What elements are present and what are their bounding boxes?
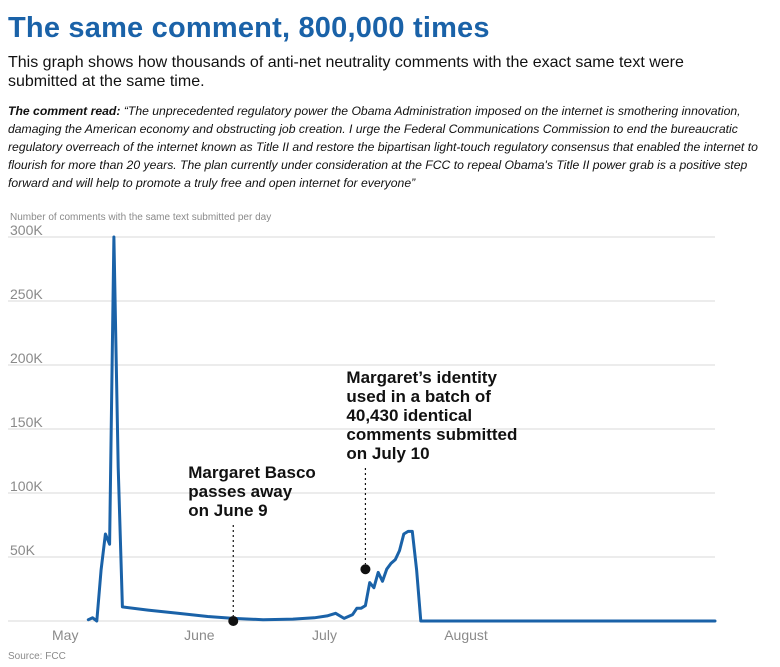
source-note: Source: FCC	[8, 651, 66, 662]
y-tick-label: 100K	[10, 478, 43, 494]
y-tick-label: 50K	[10, 542, 36, 558]
y-tick-labels: 50K 100K 150K 200K 250K 300K	[10, 222, 43, 558]
comment-lead: The comment read:	[8, 104, 121, 118]
annotation-point	[360, 564, 371, 575]
annotation-text: 40,430 identical	[346, 406, 472, 425]
series-layer	[86, 235, 717, 623]
annotation-text: passes away	[188, 482, 293, 501]
y-tick-label: 200K	[10, 350, 43, 366]
page-subtitle: This graph shows how thousands of anti-n…	[8, 54, 684, 90]
y-tick-label: 250K	[10, 286, 43, 302]
x-tick-label: June	[184, 627, 215, 643]
annotation-text: on July 10	[346, 444, 429, 463]
y-tick-label: 300K	[10, 222, 43, 238]
series-line	[86, 235, 717, 623]
page-title: The same comment, 800,000 times	[8, 12, 490, 44]
annotation-text: Margaret’s identity	[346, 368, 497, 387]
comment-quote: The comment read: “The unprecedented reg…	[8, 102, 770, 192]
y-tick-label: 150K	[10, 414, 43, 430]
annotation-point	[228, 616, 239, 626]
annotation-text: Margaret Basco	[188, 463, 316, 482]
x-tick-label: May	[52, 627, 78, 643]
x-tick-label: August	[444, 627, 488, 643]
annotation-text: on June 9	[188, 501, 267, 520]
grid-lines	[8, 236, 715, 622]
annotation-text: comments submitted	[346, 425, 517, 444]
comment-text: “The unprecedented regulatory power the …	[8, 104, 758, 190]
x-tick-label: July	[312, 627, 337, 643]
x-tick-labels: May June July August	[52, 627, 488, 643]
y-axis-label: Number of comments with the same text su…	[10, 212, 271, 223]
annotation-text: used in a batch of	[346, 387, 491, 406]
